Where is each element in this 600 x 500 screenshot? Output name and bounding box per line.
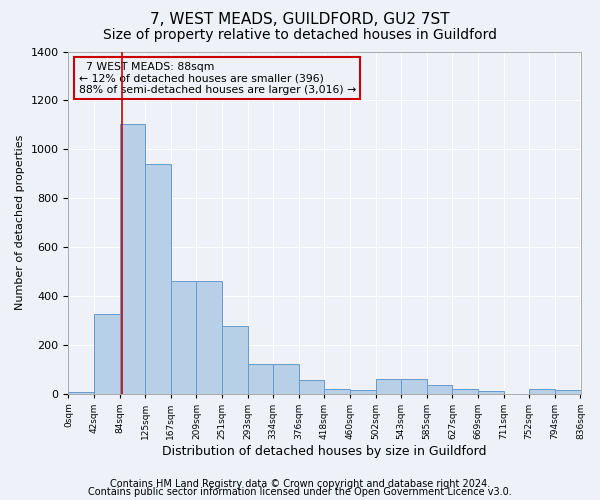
Bar (350, 390, 376, 394)
Bar (94, 314, 120, 394)
Bar (325, 388, 350, 394)
Bar (120, 124, 145, 394)
Text: 7, WEST MEADS, GUILDFORD, GU2 7ST: 7, WEST MEADS, GUILDFORD, GU2 7ST (150, 12, 450, 28)
Bar (427, 385, 452, 394)
Bar (376, 379, 401, 394)
Bar (248, 364, 273, 394)
Bar (478, 391, 504, 394)
Y-axis label: Number of detached properties: Number of detached properties (15, 135, 25, 310)
Bar (170, 281, 196, 394)
Bar (452, 388, 478, 394)
Bar (145, 164, 170, 394)
Bar (401, 379, 427, 394)
Text: Contains HM Land Registry data © Crown copyright and database right 2024.: Contains HM Land Registry data © Crown c… (110, 479, 490, 489)
Bar (555, 390, 581, 394)
Text: 7 WEST MEADS: 88sqm
← 12% of detached houses are smaller (396)
88% of semi-detac: 7 WEST MEADS: 88sqm ← 12% of detached ho… (79, 62, 356, 95)
Bar (273, 364, 299, 394)
Bar (196, 281, 222, 394)
Bar (299, 380, 325, 394)
Text: Size of property relative to detached houses in Guildford: Size of property relative to detached ho… (103, 28, 497, 42)
Bar (529, 388, 555, 394)
Bar (222, 326, 248, 394)
Bar (68, 392, 94, 394)
Text: Contains public sector information licensed under the Open Government Licence v3: Contains public sector information licen… (88, 487, 512, 497)
X-axis label: Distribution of detached houses by size in Guildford: Distribution of detached houses by size … (162, 444, 487, 458)
